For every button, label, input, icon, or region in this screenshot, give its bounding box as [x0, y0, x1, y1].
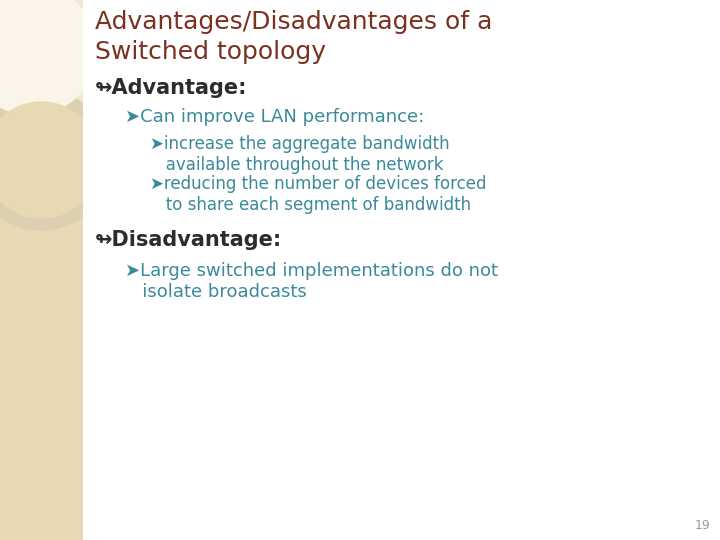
Bar [0, 0, 83, 540]
Circle shape [0, 0, 96, 115]
Text: ➤Large switched implementations do not
   isolate broadcasts: ➤Large switched implementations do not i… [125, 262, 498, 301]
Circle shape [0, 102, 99, 218]
Text: 19: 19 [694, 519, 710, 532]
Text: ➤reducing the number of devices forced
   to share each segment of bandwidth: ➤reducing the number of devices forced t… [150, 175, 486, 214]
Text: ↬Disadvantage:: ↬Disadvantage: [95, 230, 282, 250]
Circle shape [0, 0, 122, 140]
Text: ➤Can improve LAN performance:: ➤Can improve LAN performance: [125, 108, 424, 126]
Text: ↬Advantage:: ↬Advantage: [95, 78, 247, 98]
Text: Switched topology: Switched topology [95, 40, 325, 64]
Text: ➤increase the aggregate bandwidth
   available throughout the network: ➤increase the aggregate bandwidth availa… [150, 135, 449, 174]
Circle shape [0, 90, 112, 230]
Text: Advantages/Disadvantages of a: Advantages/Disadvantages of a [95, 10, 492, 34]
